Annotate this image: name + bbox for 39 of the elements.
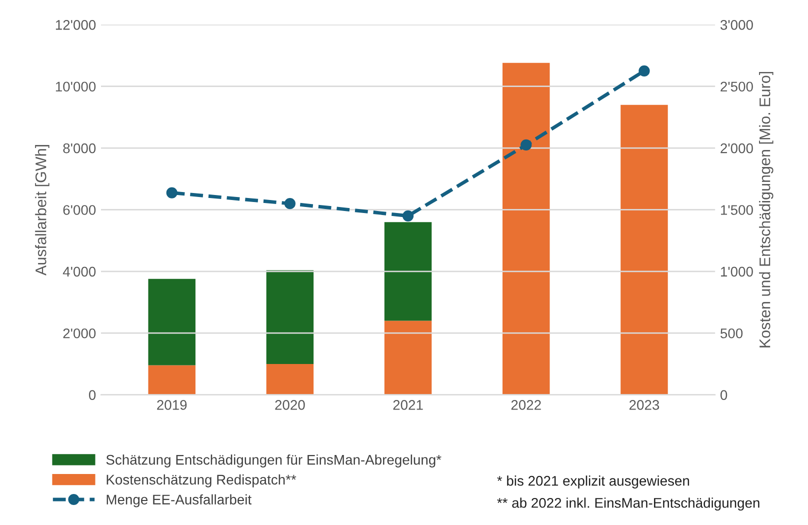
- bar: [266, 270, 314, 364]
- point: [638, 65, 650, 76]
- point: [520, 139, 532, 151]
- point: [166, 187, 178, 198]
- x-tick-label: 2019: [157, 400, 187, 410]
- bar: [502, 62, 550, 395]
- bar: [148, 278, 196, 366]
- point: [402, 210, 414, 222]
- y-tick-label: 12'000: [56, 20, 96, 30]
- bar: [384, 320, 432, 395]
- x-tick-label: 2023: [629, 400, 660, 410]
- text: * bis 2021 explizit ausgewiesen: [497, 476, 690, 489]
- y2-tick-label: 2'000: [720, 143, 753, 154]
- legend-label: Schätzung Entschädigungen für EinsMan-Abregelung*: [106, 454, 442, 468]
- x-tick-label: 2022: [511, 400, 541, 410]
- bar: [620, 104, 668, 395]
- y2-tick-label: 0: [720, 390, 728, 400]
- y-tick-label: 10'000: [56, 82, 96, 92]
- y2-tick-label: 500: [720, 328, 743, 338]
- y-axis-title: Ausfallarbeit [GWh]: [35, 145, 50, 276]
- legend-label: Kostenschätzung Redispatch**: [106, 474, 296, 488]
- bar: [148, 365, 196, 395]
- y-tick-label: 2'000: [63, 328, 96, 338]
- bar: [266, 364, 314, 395]
- y2-tick-label: 2'500: [720, 82, 753, 92]
- x-tick-label: 2020: [275, 400, 305, 410]
- text: ** ab 2022 inkl. EinsMan-Entschädigungen: [497, 498, 760, 511]
- y-tick-label: 0: [88, 390, 96, 400]
- point: [284, 198, 296, 210]
- y-tick-label: 6'000: [63, 205, 96, 215]
- y2-axis-title: Kosten und Entschädigungen [Mio. Euro]: [759, 72, 774, 348]
- y-tick-label: 4'000: [62, 266, 96, 277]
- y2-tick-label: 3'000: [720, 20, 753, 30]
- legend-label: Menge EE-Ausfallarbeit: [106, 494, 252, 508]
- x-tick-label: 2021: [393, 400, 423, 410]
- bar: [384, 222, 432, 321]
- y2-tick-label: 1'500: [721, 205, 753, 215]
- y-tick-label: 8'000: [63, 143, 96, 154]
- y2-tick-label: 1'000: [721, 266, 753, 277]
